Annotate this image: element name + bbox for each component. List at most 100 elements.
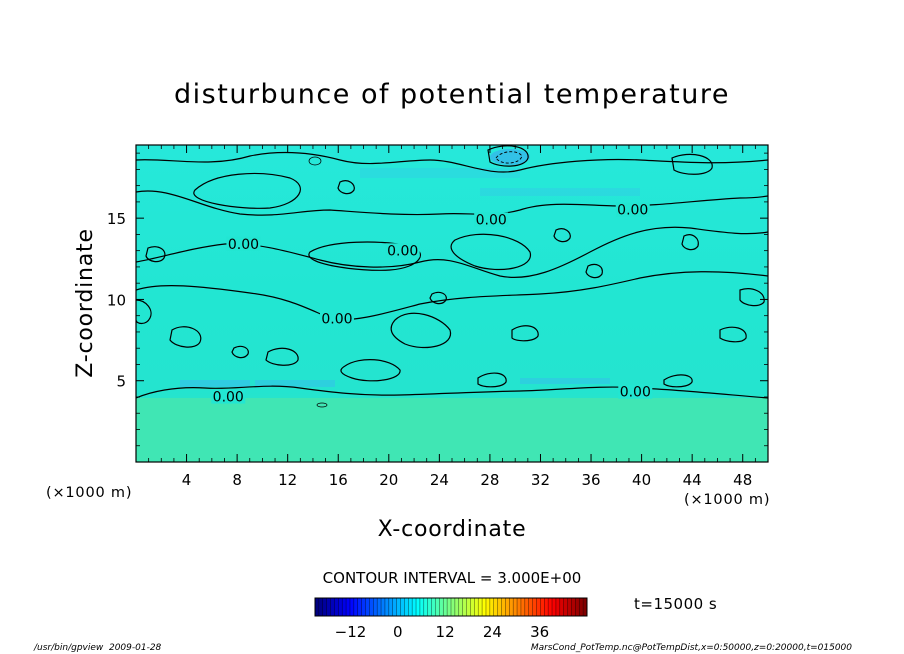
colorbar-tick-labels: −12 0 12 24 36 (335, 623, 550, 641)
colorbar-cell (493, 598, 498, 616)
time-label: t=15000 s (634, 595, 717, 613)
colorbar-cell (346, 598, 351, 616)
contour-pocket-15 (739, 288, 765, 307)
colorbar-frame (314, 597, 588, 617)
colorbar-cell (326, 598, 331, 616)
colorbar-cell (474, 598, 479, 616)
plot-area: 0.00 0.00 0.00 0.00 0.00 0.00 0.00 (136, 145, 768, 462)
colorbar-cell (540, 598, 545, 616)
contour-pocket-16 (337, 180, 355, 195)
contour-pocket-14 (145, 246, 166, 263)
colorbar-cell (318, 598, 324, 616)
colorbar-tick-label: 36 (530, 623, 549, 641)
y-tick-label: 15 (107, 210, 126, 228)
colorbar-cell (462, 598, 467, 616)
contour-level-label: 0.00 (620, 385, 651, 401)
contour-label-bg (618, 384, 653, 399)
contour-pocket-10 (265, 347, 299, 366)
contour-level-label: 0.00 (617, 203, 648, 219)
colorbar-cell (408, 598, 413, 616)
x-tick-label: 4 (182, 471, 192, 489)
colorbar-cell (416, 598, 421, 616)
colorbar-cell (338, 598, 343, 616)
colorbar-cell (439, 598, 444, 616)
contour-level-label: 0.00 (321, 312, 352, 328)
colorbar-tick-label: 24 (483, 623, 502, 641)
contour-level-label: 0.00 (213, 390, 244, 406)
contour-pocket-9 (477, 372, 507, 388)
colorbar-cell (404, 598, 409, 616)
x-tick-label: 20 (379, 471, 398, 489)
y-tick-label: 10 (107, 291, 126, 309)
low-band-4 (360, 168, 520, 178)
contour-pocket-13 (136, 299, 152, 325)
contour-label-bg (385, 243, 420, 258)
contour-lines (136, 145, 768, 408)
contour-pocket-3 (450, 233, 531, 271)
x-axis-label: X-coordinate (378, 517, 527, 542)
contour-pocket-17 (585, 263, 603, 279)
contour-pocket-5 (340, 359, 401, 382)
colorbar-cell (544, 598, 549, 616)
colorbar-cell (392, 598, 397, 616)
colorbar-cell (384, 598, 390, 616)
colorbar-cell (548, 598, 553, 616)
colorbar-cell (489, 598, 495, 616)
colorbar-cell (412, 598, 417, 616)
colorbar-cell (396, 598, 401, 616)
colorbar-tick-label: −12 (335, 623, 367, 641)
colorbar-cell (552, 598, 557, 616)
contour-label-bg (474, 212, 509, 227)
colorbar-cell (373, 598, 378, 616)
contour-pocket-2 (193, 172, 301, 209)
contour-pocket-1 (308, 241, 421, 271)
colorbar-cell (470, 598, 475, 616)
colorbar-cell (555, 598, 561, 616)
contour-level-labels: 0.00 0.00 0.00 0.00 0.00 0.00 0.00 (211, 202, 653, 406)
colorbar-cell (443, 598, 448, 616)
contour-level-label: 0.00 (476, 212, 507, 228)
contour-label-bg (615, 202, 650, 217)
colorbar-cell (466, 598, 471, 616)
colorbar-cell (330, 598, 335, 616)
contour-pocket-8 (671, 153, 713, 175)
y-tick-label: 5 (116, 373, 126, 391)
contour-interval: CONTOUR INTERVAL = 3.000E+00 (323, 569, 582, 587)
colorbar: −12 0 12 24 36 (314, 597, 588, 641)
colorbar-cell (497, 598, 502, 616)
colorbar-cell (377, 598, 382, 616)
low-band-2 (255, 380, 335, 387)
lower-layer (136, 398, 768, 462)
colorbar-cell (559, 598, 564, 616)
colorbar-cell (357, 598, 362, 616)
colorbar-cell (517, 598, 522, 616)
colorbar-cell (365, 598, 370, 616)
contour-pocket-18 (681, 234, 699, 251)
colorbar-cell (423, 598, 428, 616)
colorbar-cell (353, 598, 359, 616)
contour-pocket-21 (553, 228, 571, 243)
colorbar-cell (505, 598, 510, 616)
footer-right: MarsCond_PotTemp.nc@PotTempDist,x=0:5000… (531, 643, 852, 653)
contour-pocket-20 (429, 291, 447, 305)
colorbar-cell (388, 598, 394, 616)
contour-thin-1 (308, 156, 322, 166)
colorbar-cell (419, 598, 425, 616)
contour-pocket-22 (663, 374, 693, 388)
colorbar-cell (528, 598, 533, 616)
colorbar-cell (454, 598, 460, 616)
colorbar-cell (563, 598, 568, 616)
contour-upper-1 (136, 190, 768, 216)
colorbar-cell (501, 598, 506, 616)
colorbar-cell (361, 598, 366, 616)
footer-left: /usr/bin/gpview 2009-01-28 (33, 643, 162, 653)
colorbar-cell (520, 598, 526, 616)
x-tick-label: 32 (531, 471, 550, 489)
x-tick-label: 44 (683, 471, 702, 489)
colorbar-cell (458, 598, 463, 616)
contour-level-label: 0.00 (387, 243, 418, 259)
y-axis-unit: (×1000 m) (46, 485, 132, 501)
colorbar-cell (583, 598, 588, 616)
contour-label-bg (211, 389, 246, 404)
colorbar-cell (322, 598, 327, 616)
